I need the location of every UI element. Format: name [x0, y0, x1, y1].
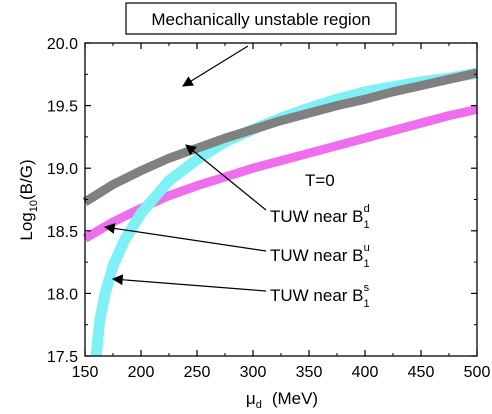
y-tick-label: 19.0 — [47, 161, 78, 178]
x-tick-label: 250 — [184, 364, 211, 381]
series-line-d — [82, 68, 478, 206]
pointer-arrow-s — [111, 274, 267, 292]
series-label-u-main: TUW near B — [270, 246, 364, 265]
y-tick-label: 18.0 — [47, 286, 78, 303]
x-tick-label: 350 — [296, 364, 323, 381]
x-tick-label: 150 — [72, 364, 99, 381]
series-label-s-main: TUW near B — [270, 286, 364, 305]
unstable-region-box — [125, 2, 397, 35]
y-axis-label: Log10(B/G) — [17, 159, 40, 240]
x-axis-label: μd (MeV) — [246, 389, 318, 411]
series-label-s-sup: s — [364, 282, 370, 294]
series-label-u: TUW near B1 u — [270, 242, 370, 270]
pointer-arrow-u — [103, 223, 267, 252]
tick-layer: 150 200 250 300 350 400 450 500 17.5 18.0 18.5 19.0… — [47, 36, 491, 381]
y-tick-label: 17.5 — [47, 349, 78, 366]
y-axis-label-pre: Log — [17, 212, 36, 240]
series-label-d-main: TUW near B — [270, 207, 364, 226]
unstable-region-text: Mechanically unstable region — [151, 10, 370, 29]
unstable-region-arrow — [182, 45, 249, 87]
x-tick-label: 400 — [352, 364, 379, 381]
x-tick-label: 500 — [464, 364, 491, 381]
y-axis-label-post: (B/G) — [17, 159, 36, 200]
series-label-s: TUW near B1 s — [270, 282, 370, 310]
y-tick-label: 20.0 — [47, 36, 78, 53]
y-tick-label: 18.5 — [47, 224, 78, 241]
y-axis-label-sub: 10 — [28, 200, 40, 212]
series-label-u-sub: 1 — [364, 258, 370, 270]
series-label-d-sup: d — [364, 203, 370, 215]
y-tick-label: 19.5 — [47, 99, 78, 116]
series-label-u-sup: u — [364, 242, 370, 254]
x-axis-label-rest: (MeV) — [272, 389, 318, 408]
pointer-arrow-d — [185, 144, 267, 211]
series-layer — [82, 67, 478, 357]
x-axis-label-main: μ — [246, 389, 256, 408]
condition-label: T=0 — [305, 171, 335, 190]
x-axis-label-sub: d — [256, 399, 262, 411]
x-tick-label: 300 — [240, 364, 267, 381]
x-tick-label: 450 — [408, 364, 435, 381]
x-tick-label: 200 — [128, 364, 155, 381]
series-label-d: TUW near B1 d — [270, 203, 370, 231]
series-label-s-sub: 1 — [364, 298, 370, 310]
series-label-d-sub: 1 — [364, 219, 370, 231]
